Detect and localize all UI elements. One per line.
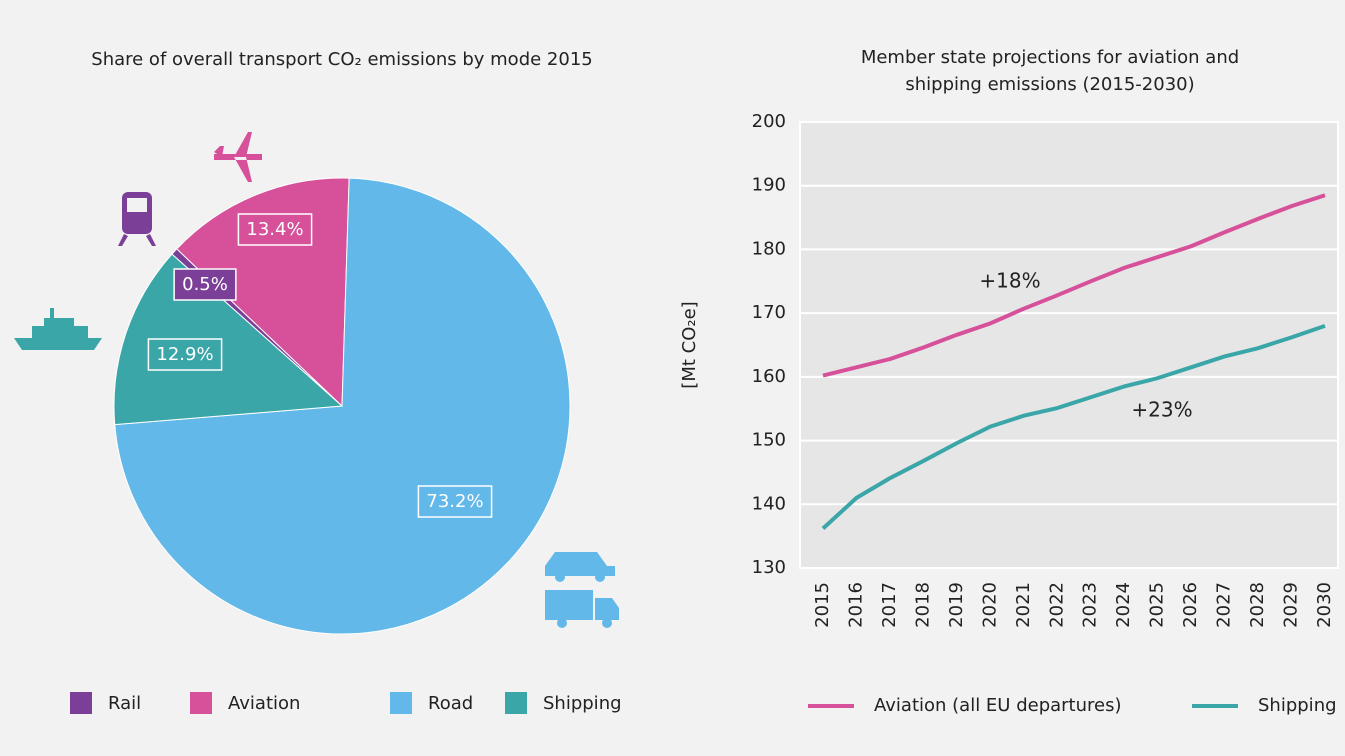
train-icon (118, 192, 156, 246)
x-tick-label: 2016 (845, 582, 866, 628)
x-tick-label: 2029 (1281, 582, 1302, 628)
label-box (147, 338, 223, 371)
x-tick-label: 2020 (979, 582, 1000, 628)
pie-title: Share of overall transport CO₂ emissions… (91, 49, 592, 70)
slice-label: 13.4% (246, 219, 303, 240)
pie-slice (113, 253, 344, 426)
annotation: +18% (979, 269, 1040, 293)
x-tick-label: 2028 (1247, 582, 1268, 628)
y-tick-label: 150 (752, 430, 786, 451)
slice-label: 12.9% (156, 344, 213, 365)
line-title: Member state projections for aviation an… (860, 47, 1240, 95)
y-tick-label: 200 (752, 111, 786, 132)
y-tick-label: 140 (752, 493, 786, 514)
y-tick-label: 130 (752, 557, 786, 578)
y-tick-label: 170 (752, 302, 786, 323)
x-tick-label: 2022 (1046, 582, 1067, 628)
x-tick-label: 2019 (946, 582, 967, 628)
x-tick-label: 2024 (1113, 582, 1134, 628)
legend-swatch (505, 692, 527, 714)
ship-icon (14, 308, 102, 350)
plot-area (799, 121, 1339, 569)
legend-label: Rail (108, 693, 141, 714)
x-tick-label: 2027 (1214, 582, 1235, 628)
y-axis-label: [Mt CO₂e] (679, 301, 700, 388)
legend-label: Aviation (228, 693, 300, 714)
legend-label: Shipping (543, 693, 622, 714)
label-box (237, 213, 313, 246)
legend-swatch (70, 692, 92, 714)
y-tick-label: 190 (752, 175, 786, 196)
x-tick-label: 2030 (1314, 582, 1335, 628)
y-tick-label: 180 (752, 238, 786, 259)
slice-label: 0.5% (182, 274, 228, 295)
label-box (173, 268, 237, 301)
pie-slice (176, 177, 350, 408)
y-tick-label: 160 (752, 366, 786, 387)
series-line (822, 193, 1326, 378)
legend-label: Shipping (1258, 695, 1337, 716)
legend-label: Road (428, 693, 473, 714)
x-tick-label: 2026 (1180, 582, 1201, 628)
annotation: +23% (1131, 398, 1192, 422)
x-tick-label: 2017 (879, 582, 900, 628)
legend-label: Aviation (all EU departures) (874, 695, 1122, 716)
x-tick-label: 2018 (912, 582, 933, 628)
label-box (417, 485, 493, 518)
series-line (821, 323, 1326, 530)
x-tick-label: 2023 (1080, 582, 1101, 628)
x-tick-label: 2025 (1147, 582, 1168, 628)
x-tick-label: 2021 (1013, 582, 1034, 628)
slice-label: 73.2% (426, 491, 483, 512)
plane-icon (214, 132, 262, 182)
x-tick-label: 2015 (812, 582, 833, 628)
legend-swatch (390, 692, 412, 714)
car-truck-icon (545, 552, 619, 628)
legend-swatch (190, 692, 212, 714)
